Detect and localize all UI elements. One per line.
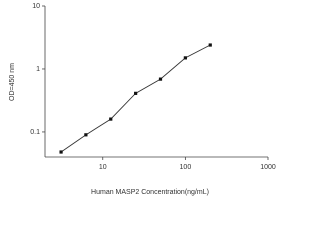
x-tick-label: 100 <box>180 164 192 171</box>
data-point <box>109 117 113 121</box>
data-point <box>84 133 88 137</box>
x-tick-label: 1000 <box>260 164 276 171</box>
data-point <box>183 56 187 60</box>
data-point <box>134 91 138 95</box>
y-tick-label: 0.1 <box>30 129 40 136</box>
data-point <box>208 43 212 47</box>
x-axis-label: Human MASP2 Concentration(ng/mL) <box>91 189 209 196</box>
y-axis-label: OD=450 nm <box>9 63 16 101</box>
y-tick-label: 1 <box>36 66 40 73</box>
data-line <box>60 44 211 153</box>
chart: Human MASP2 Concentration(ng/mL) OD=450 … <box>9 3 276 196</box>
x-tick-label: 10 <box>99 164 107 171</box>
data-point <box>59 150 63 154</box>
data-point <box>158 77 163 81</box>
y-tick-label: 10 <box>32 3 40 10</box>
